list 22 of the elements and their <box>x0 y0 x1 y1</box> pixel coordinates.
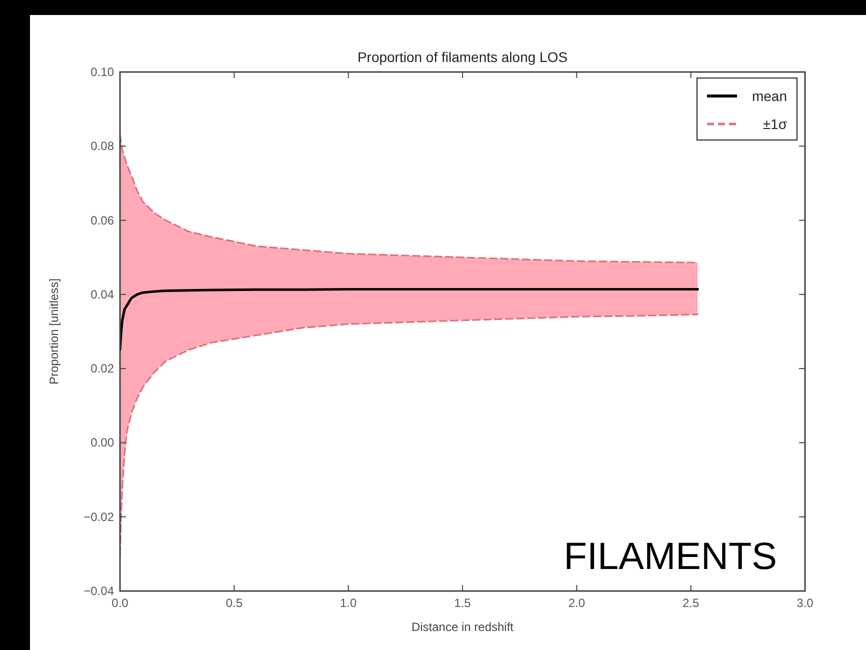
x-tick-label: 2.5 <box>682 596 700 610</box>
y-tick-label: 0.04 <box>90 287 114 302</box>
y-tick-label: 0.10 <box>90 65 114 79</box>
line-series <box>120 288 699 352</box>
chart-title: Proportion of filaments along LOS <box>357 49 568 65</box>
x-tick-label: 2.0 <box>568 596 586 610</box>
y-tick-label: 0.06 <box>90 213 114 228</box>
x-axis-title: Distance in redshift <box>411 620 514 634</box>
y-tick-label: 0.02 <box>90 362 114 376</box>
legend-label: mean <box>752 88 787 104</box>
y-tick-label: 0.00 <box>90 436 114 450</box>
y-tick-label: 0.08 <box>90 139 114 154</box>
y-tick-label: −0.02 <box>84 510 114 524</box>
annotation: FILAMENTS <box>564 536 777 578</box>
y-axis-title: Proportion [unitless] <box>47 278 61 385</box>
x-tick-label: 0.0 <box>112 596 129 610</box>
x-tick-label: 1.0 <box>340 596 357 610</box>
x-tick-label: 1.5 <box>454 596 472 610</box>
x-tick-label: 3.0 <box>796 596 814 610</box>
x-tick-label: 0.5 <box>226 596 243 610</box>
legend-label: ±1σ <box>762 116 788 132</box>
y-tick-label: −0.04 <box>84 584 114 598</box>
